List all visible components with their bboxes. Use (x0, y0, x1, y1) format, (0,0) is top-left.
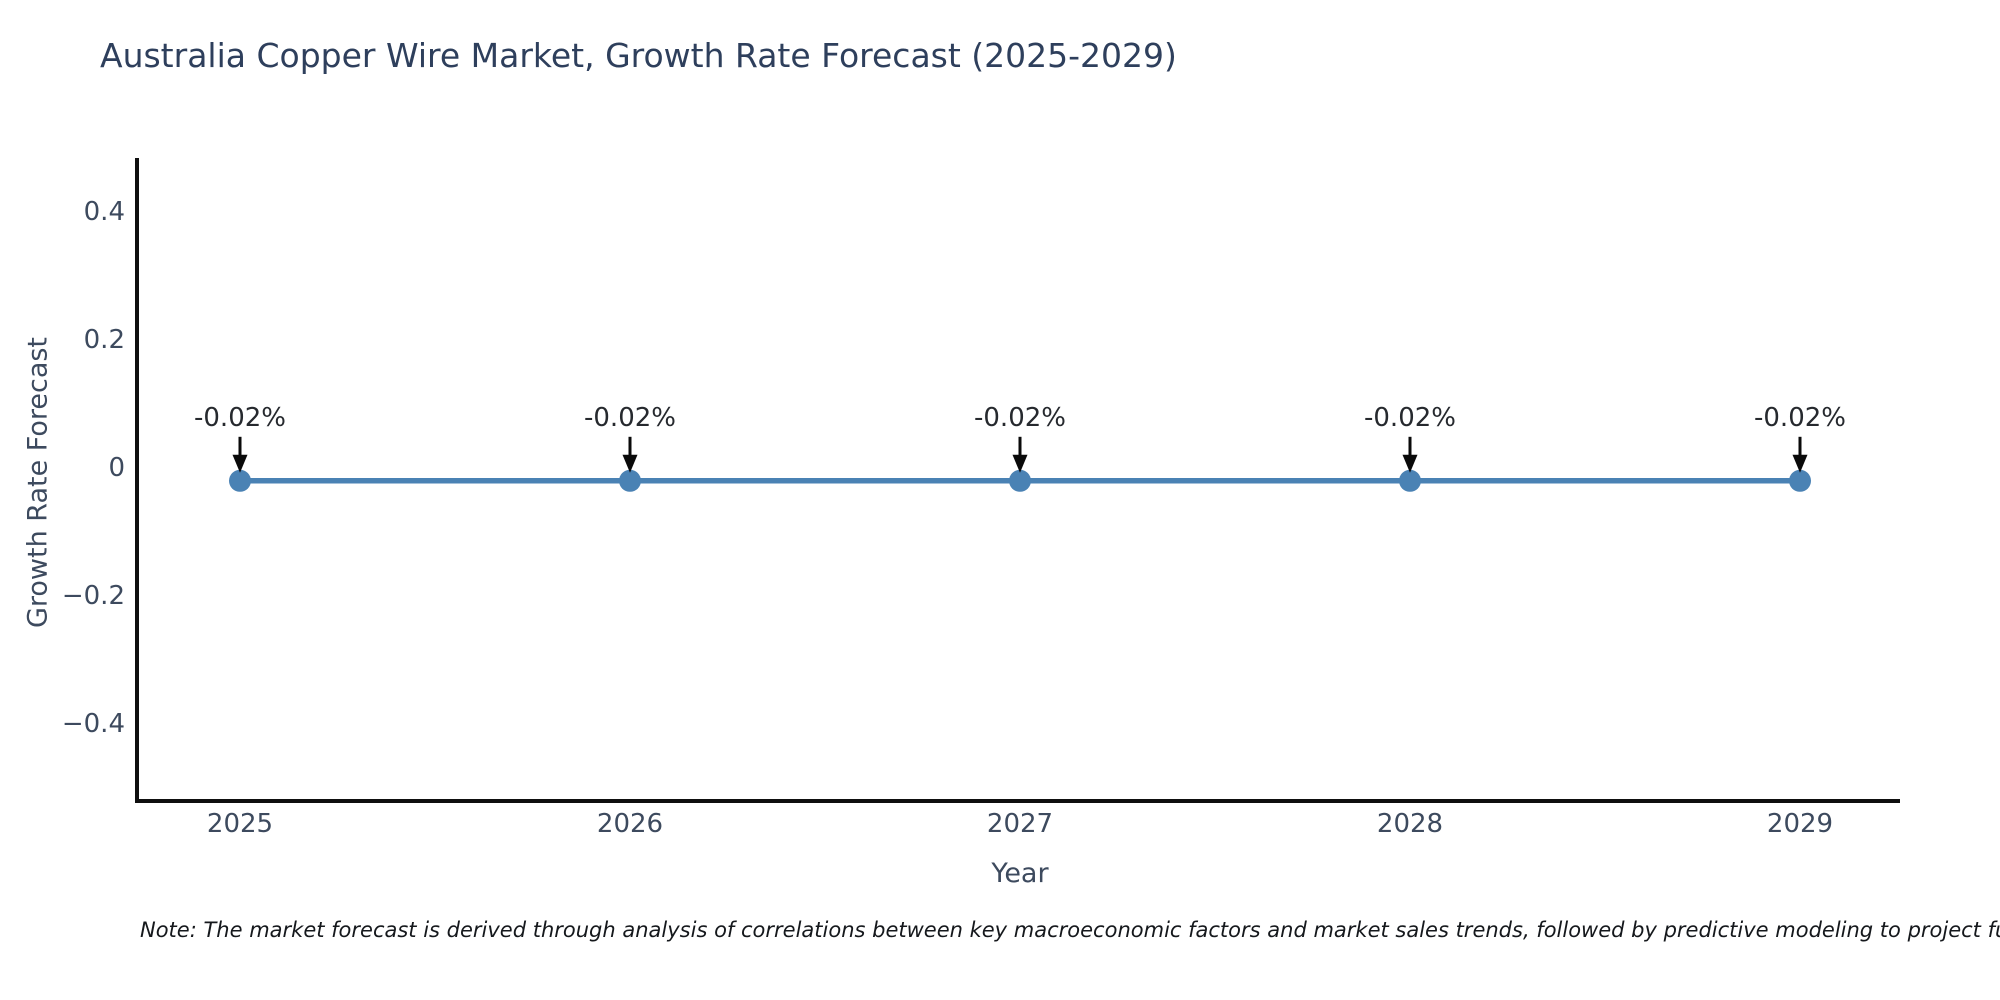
y-tick-label: 0.4 (83, 197, 125, 227)
x-tick-label: 2026 (596, 809, 664, 839)
point-annotation: -0.02% (1754, 402, 1846, 433)
y-tick-label: −0.4 (61, 709, 125, 739)
x-axis-title: Year (991, 858, 1049, 889)
data-point (619, 469, 641, 492)
x-tick-label: 2025 (206, 809, 274, 839)
x-tick-label: 2027 (986, 809, 1054, 839)
x-tick-label: 2029 (1766, 809, 1834, 839)
annotation-arrow-head (1402, 454, 1418, 473)
y-tick-label: −0.2 (61, 581, 125, 611)
point-annotation: -0.02% (584, 402, 676, 433)
footnote: Note: The market forecast is derived thr… (140, 918, 2000, 942)
data-point (1009, 469, 1031, 492)
point-annotation: -0.02% (194, 402, 286, 433)
annotation-arrow-head (1012, 454, 1028, 473)
annotation-arrow-head (622, 454, 638, 473)
data-point (1399, 469, 1421, 492)
y-tick-label: 0 (108, 453, 125, 483)
point-annotation: -0.02% (1364, 402, 1456, 433)
y-tick-label: 0.2 (83, 325, 125, 355)
point-annotation: -0.02% (974, 402, 1066, 433)
data-point (1789, 469, 1811, 492)
data-point (229, 469, 251, 492)
annotation-arrow-head (1792, 454, 1808, 473)
x-tick-label: 2028 (1376, 809, 1444, 839)
chart-title: Australia Copper Wire Market, Growth Rat… (100, 36, 1177, 75)
annotation-arrow-head (232, 454, 248, 473)
